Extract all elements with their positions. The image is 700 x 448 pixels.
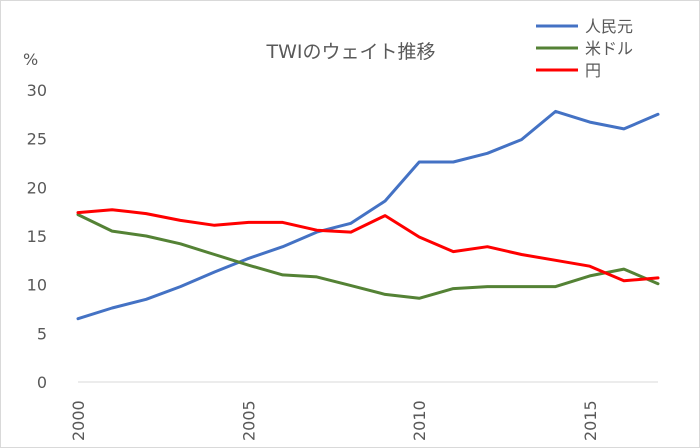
x-tick-label: 2010 — [410, 400, 429, 441]
legend-label: 円 — [585, 61, 601, 80]
x-tick-label: 2000 — [69, 400, 88, 441]
y-tick-label: 25 — [27, 130, 47, 149]
series-line-1 — [76, 213, 660, 300]
y-tick-label: 10 — [27, 276, 47, 295]
y-tick-label: 0 — [37, 373, 47, 392]
series-line-2 — [76, 208, 660, 283]
y-axis-ticks: 0 5 10 15 20 25 30 — [27, 81, 47, 392]
legend-label: 人民元 — [585, 17, 633, 36]
x-tick-label: 2005 — [240, 400, 259, 441]
y-tick-label: 30 — [27, 81, 47, 100]
x-tick-label: 2015 — [581, 400, 600, 441]
series-lines — [76, 109, 660, 321]
series-line-0 — [76, 109, 660, 321]
y-tick-label: 5 — [37, 324, 47, 343]
y-axis-unit-label: % — [23, 50, 38, 69]
x-axis-ticks: 2000 2005 2010 2015 — [69, 400, 600, 441]
y-tick-label: 15 — [27, 227, 47, 246]
chart-title: TWIのウェイト推移 — [266, 41, 436, 63]
legend-label: 米ドル — [585, 39, 633, 58]
y-tick-label: 20 — [27, 178, 47, 197]
